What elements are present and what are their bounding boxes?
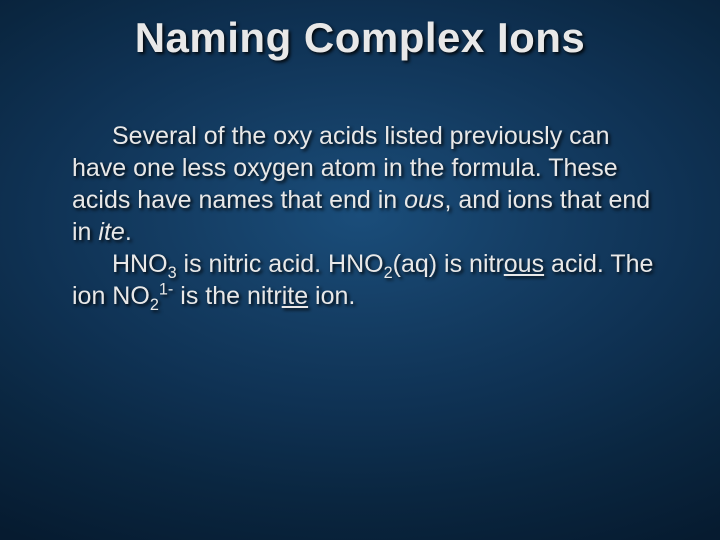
- p1-text-3: .: [125, 218, 132, 246]
- p1-ous-italic: ous: [404, 186, 444, 214]
- p2-text-5: is the nitr: [173, 282, 281, 310]
- slide-body: Several of the oxy acids listed previous…: [72, 120, 660, 312]
- p2-text-3: (aq) is nitr: [393, 250, 504, 278]
- paragraph-2: HNO3 is nitric acid. HNO2(aq) is nitrous…: [72, 248, 660, 312]
- p2-text-6: ion.: [308, 282, 355, 310]
- p2-sup-1minus: 1-: [159, 281, 173, 299]
- p2-sub-2b: 2: [150, 296, 159, 314]
- p2-sub-3: 3: [168, 264, 177, 282]
- p2-sub-2a: 2: [384, 264, 393, 282]
- slide: Naming Complex Ions Several of the oxy a…: [0, 0, 720, 540]
- p2-text-1: HNO: [112, 250, 168, 278]
- slide-title: Naming Complex Ions: [0, 14, 720, 62]
- p1-ite-italic: ite: [98, 218, 124, 246]
- p2-text-2: is nitric acid. HNO: [177, 250, 384, 278]
- p2-ite-underline: ite: [282, 282, 308, 310]
- p2-ous-underline: ous: [504, 250, 544, 278]
- paragraph-1: Several of the oxy acids listed previous…: [72, 120, 660, 248]
